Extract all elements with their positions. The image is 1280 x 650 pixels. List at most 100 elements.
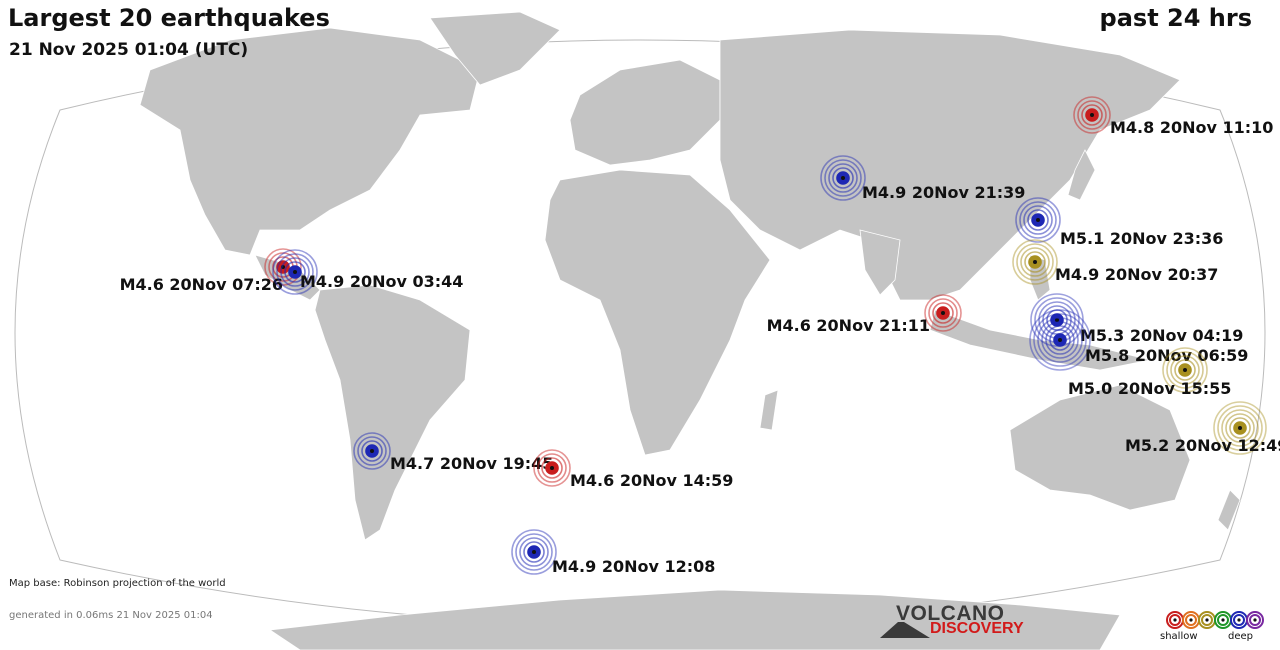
land-madagascar (759, 389, 779, 431)
quake-ring (1162, 347, 1208, 393)
land-india (859, 229, 901, 296)
quake-label: M4.7 20Nov 19:45 (390, 454, 553, 473)
quake-epicenter (550, 466, 554, 470)
quake-label: M5.1 20Nov 23:36 (1060, 229, 1223, 248)
quake-ring (1049, 329, 1071, 351)
quake-ring (932, 302, 954, 324)
volcano-icon (880, 622, 930, 638)
depth-legend: shallow deep (1160, 608, 1270, 648)
quake-ring (1024, 251, 1046, 273)
quake-ring (272, 249, 318, 295)
quake-epicenter (1033, 260, 1037, 264)
quake-ring (533, 449, 571, 487)
earthquake-marker[interactable]: M5.8 20Nov 06:59 (1029, 309, 1248, 371)
quake-ring (1029, 309, 1091, 371)
quake-ring (280, 257, 310, 287)
earthquake-markers: M4.8 20Nov 11:10 M4.9 20Nov 21:39 M5.1 20N… (120, 96, 1280, 576)
legend-deep-label: deep (1228, 631, 1253, 642)
earthquake-marker[interactable]: M4.8 20Nov 11:10 (1073, 96, 1273, 137)
quake-epicenter (941, 311, 945, 315)
legend-depth-ring (1233, 614, 1245, 626)
legend-depth-ring (1246, 611, 1264, 629)
logo-discovery-text: DISCOVERY (930, 620, 1024, 637)
quake-ring (361, 440, 383, 462)
land-europe (569, 59, 721, 166)
quake-ring (1217, 405, 1263, 451)
generated-note: generated in 0.06ms 21 Nov 2025 01:04 (9, 610, 213, 621)
land-north-america (139, 27, 481, 256)
quake-ring (1012, 239, 1058, 285)
quake-ring (276, 253, 314, 291)
quake-ring (820, 155, 866, 201)
legend-depth-ring (1185, 614, 1197, 626)
quake-ring (1213, 401, 1267, 455)
land-greenland (429, 11, 561, 86)
quake-ring (928, 298, 958, 328)
quake-ring (924, 294, 962, 332)
quake-ring (284, 261, 306, 283)
quake-ring (515, 533, 553, 571)
quake-label: M5.8 20Nov 06:59 (1085, 346, 1248, 365)
earthquake-marker[interactable]: M5.0 20Nov 15:55 (1068, 347, 1231, 398)
quake-epicenter (1238, 426, 1242, 430)
earthquake-marker[interactable]: M4.7 20Nov 19:45 (353, 432, 553, 473)
legend-depth-ring (1217, 614, 1229, 626)
earthquake-marker[interactable]: M5.1 20Nov 23:36 (1015, 197, 1223, 248)
earthquake-marker[interactable]: M4.9 20Nov 03:44 (272, 249, 463, 295)
quake-ring (832, 167, 854, 189)
quake-epicenter (841, 176, 845, 180)
quake-ring (1225, 413, 1255, 443)
quake-ring (828, 163, 858, 193)
quake-label: M4.8 20Nov 11:10 (1110, 118, 1273, 137)
earthquake-marker[interactable]: M4.6 20Nov 21:11 (767, 294, 962, 335)
quake-ring (1229, 417, 1251, 439)
quake-ring (1166, 351, 1204, 389)
quake-ring (357, 436, 387, 466)
quake-ring (1033, 313, 1087, 367)
quake-ring (523, 541, 545, 563)
earthquake-marker[interactable]: M5.2 20Nov 12:49 (1125, 401, 1280, 455)
map-timestamp: 21 Nov 2025 01:04 (UTC) (9, 40, 249, 60)
earthquake-marker[interactable]: M4.9 20Nov 20:37 (1012, 239, 1218, 285)
land-indonesia (929, 309, 1151, 371)
land-south-america (314, 284, 471, 541)
quake-ring (1015, 197, 1061, 243)
land-africa (544, 169, 771, 456)
quake-label: M5.3 20Nov 04:19 (1080, 326, 1243, 345)
land-japan (1067, 149, 1096, 201)
earthquake-marker[interactable]: M4.6 20Nov 14:59 (533, 449, 733, 490)
quake-label: M4.6 20Nov 14:59 (570, 471, 733, 490)
quake-label: M4.9 20Nov 03:44 (300, 272, 463, 291)
quake-ring (1037, 317, 1083, 363)
time-period: past 24 hrs (1099, 4, 1252, 32)
earthquake-marker[interactable]: M4.9 20Nov 21:39 (820, 155, 1025, 202)
quake-epicenter (1036, 218, 1040, 222)
land-australia (1009, 384, 1191, 511)
legend-depth-ring (1201, 614, 1213, 626)
quake-label: M5.2 20Nov 12:49 (1125, 436, 1280, 455)
legend-depth-dot (1253, 618, 1257, 622)
quake-label: M5.0 20Nov 15:55 (1068, 379, 1231, 398)
quake-ring (264, 248, 302, 286)
quake-ring (541, 457, 563, 479)
volcanodiscovery-logo[interactable]: VOLCANO DISCOVERY (880, 602, 1040, 642)
quake-ring (353, 432, 391, 470)
quake-epicenter (1055, 318, 1059, 322)
quake-ring (1045, 325, 1075, 355)
quake-ring (1019, 201, 1057, 239)
legend-depth-dot (1237, 618, 1241, 622)
map-title: Largest 20 earthquakes (8, 4, 330, 32)
quake-ring (1077, 100, 1107, 130)
quake-ring (537, 453, 567, 483)
quake-ring (824, 159, 862, 197)
legend-depth-dot (1221, 618, 1225, 622)
quake-label: M4.9 20Nov 20:37 (1055, 265, 1218, 284)
quake-label: M4.9 20Nov 21:39 (862, 183, 1025, 202)
quake-label: M4.6 20Nov 21:11 (767, 316, 930, 335)
quake-ring (1170, 355, 1200, 385)
logo-volcano-text: VOLCANO (896, 602, 1005, 625)
land-masses (139, 11, 1241, 650)
quake-ring (1041, 321, 1079, 359)
earthquake-marker[interactable]: M4.9 20Nov 12:08 (511, 529, 715, 576)
